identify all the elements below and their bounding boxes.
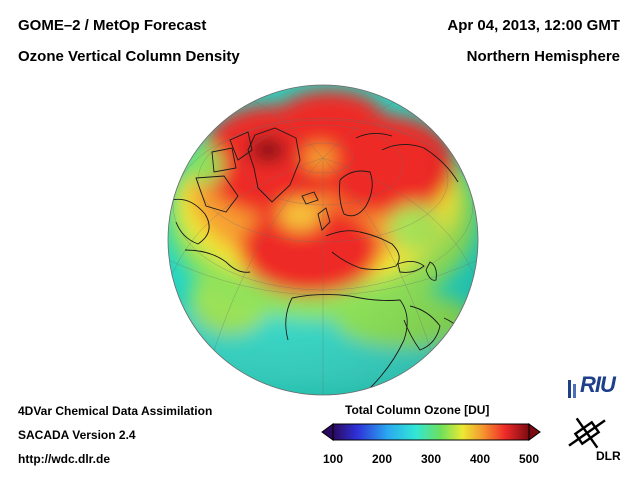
riu-logo: RIU [580,372,616,397]
dlr-logo-label: DLR [596,449,621,463]
colorbar-tick-400: 400 [469,452,491,466]
colorbar-high-arrow [528,423,541,441]
datetime-label: Apr 04, 2013, 12:00 GMT [447,17,620,34]
coastlines [171,127,471,389]
colorbar-tick-200: 200 [371,452,393,466]
colorbar-gradient [332,423,530,441]
riu-logo-mark [568,380,576,398]
colorbar-low-arrow [321,423,334,441]
footer-url[interactable]: http://wdc.dlr.de [18,452,110,466]
colorbar-tick-300: 300 [420,452,442,466]
colorbar [321,423,541,441]
colorbar-title: Total Column Ozone [DU] [345,403,490,417]
colorbar-tick-500: 500 [518,452,540,466]
product-title: GOME–2 / MetOp Forecast [18,17,207,34]
colorbar-tick-100: 100 [322,452,344,466]
quantity-title: Ozone Vertical Column Density [18,48,240,65]
region-label: Northern Hemisphere [466,48,620,65]
footer-method: 4DVar Chemical Data Assimilation [18,404,213,418]
graticule-lines [168,94,478,395]
dlr-logo-mark [568,417,606,449]
footer-version: SACADA Version 2.4 [18,428,136,442]
